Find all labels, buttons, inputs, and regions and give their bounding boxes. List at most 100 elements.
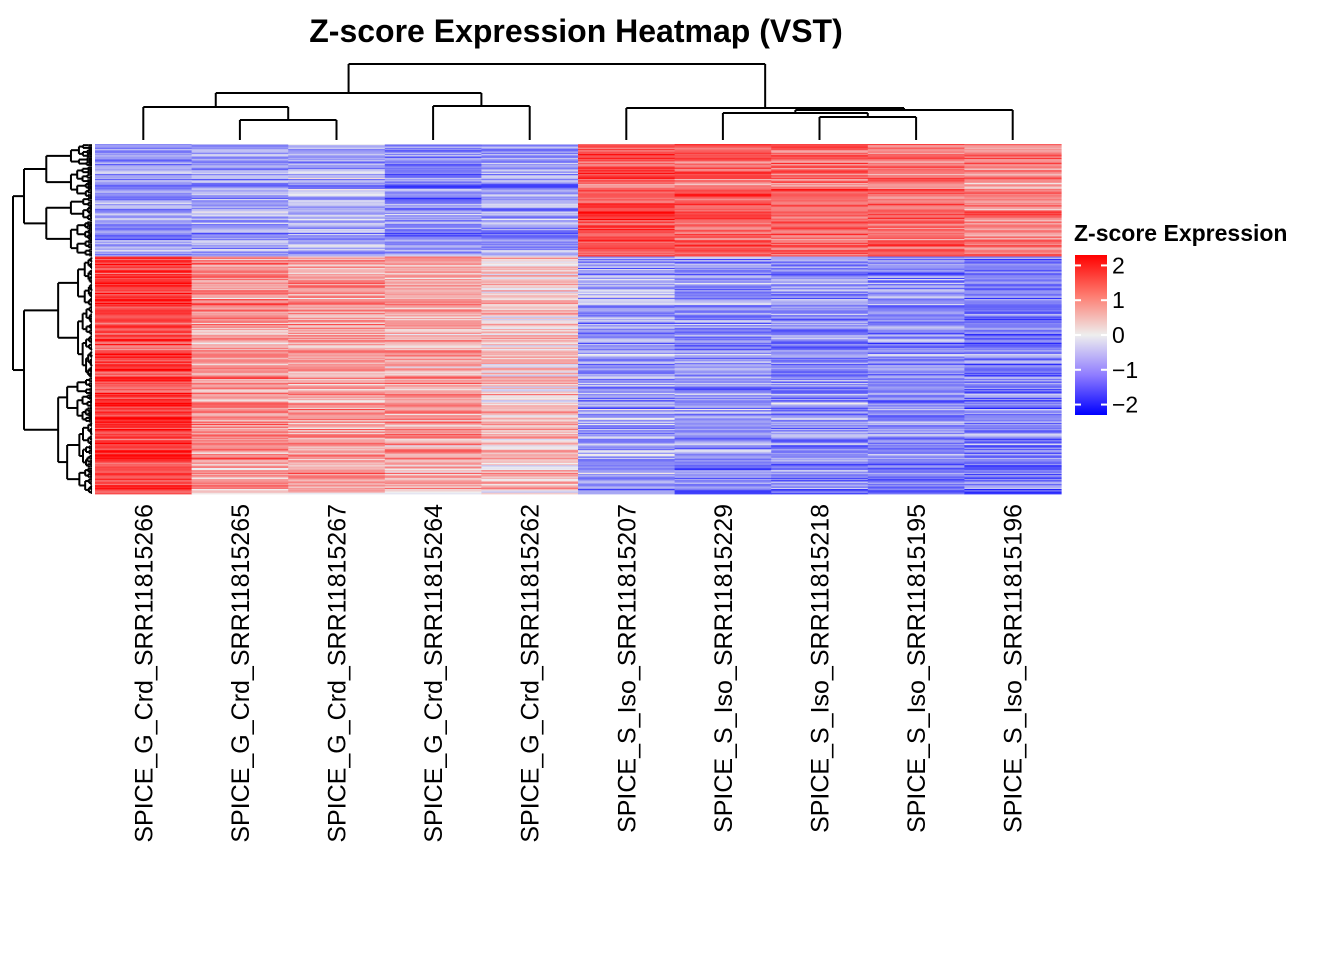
- heatmap-cell: [771, 342, 869, 345]
- heatmap-grid: [95, 144, 1062, 495]
- heatmap-cell: [288, 430, 386, 432]
- heatmap-cell: [964, 211, 1062, 214]
- heatmap-cell: [481, 217, 579, 220]
- heatmap-cell: [384, 405, 482, 407]
- heatmap-cell: [674, 199, 772, 201]
- heatmap-cell: [867, 446, 965, 449]
- heatmap-cell: [674, 209, 772, 211]
- heatmap-cell: [191, 457, 289, 460]
- heatmap-cell: [674, 287, 772, 290]
- heatmap-cell: [95, 177, 193, 180]
- heatmap-cell: [578, 175, 676, 177]
- heatmap-cell: [578, 404, 676, 406]
- heatmap-cell: [964, 250, 1062, 252]
- heatmap-cell: [867, 310, 965, 312]
- heatmap-cell: [95, 292, 193, 295]
- heatmap-cell: [481, 346, 579, 349]
- heatmap-cell: [674, 489, 772, 491]
- heatmap-cell: [95, 467, 193, 470]
- heatmap-cell: [964, 190, 1062, 192]
- heatmap-cell: [771, 275, 869, 277]
- heatmap-cell: [191, 165, 289, 167]
- heatmap-cell: [481, 216, 579, 219]
- heatmap-cell: [481, 341, 579, 344]
- heatmap-cell: [481, 290, 579, 292]
- heatmap-cell: [867, 409, 965, 411]
- heatmap-cell: [95, 190, 193, 192]
- heatmap-cell: [384, 225, 482, 227]
- heatmap-cell: [867, 235, 965, 237]
- heatmap-cell: [191, 424, 289, 426]
- heatmap-cell: [867, 294, 965, 296]
- heatmap-cell: [288, 181, 386, 184]
- heatmap-cell: [964, 239, 1062, 241]
- heatmap-cell: [674, 415, 772, 417]
- heatmap-cell: [578, 247, 676, 250]
- heatmap-cell: [964, 329, 1062, 331]
- heatmap-cell: [674, 436, 772, 439]
- heatmap-cell: [288, 261, 386, 264]
- heatmap-cell: [288, 205, 386, 207]
- heatmap-cell: [288, 465, 386, 467]
- heatmap-cell: [384, 440, 482, 442]
- heatmap-cell: [674, 177, 772, 180]
- heatmap-cell: [578, 416, 676, 419]
- heatmap-cell: [384, 386, 482, 389]
- heatmap-cell: [867, 216, 965, 219]
- heatmap-cell: [867, 422, 965, 425]
- column-label: SPICE_S_Iso_SRR11815229: [710, 504, 738, 833]
- heatmap-cell: [191, 146, 289, 149]
- heatmap-cell: [867, 471, 965, 474]
- heatmap-cell: [384, 146, 482, 149]
- heatmap-cell: [867, 380, 965, 382]
- heatmap-cell: [867, 321, 965, 324]
- heatmap-cell: [964, 412, 1062, 415]
- heatmap-cell: [578, 409, 676, 411]
- heatmap-cell: [674, 249, 772, 251]
- heatmap-cell: [95, 167, 193, 170]
- heatmap-cell: [384, 302, 482, 305]
- heatmap-cell: [578, 267, 676, 270]
- heatmap-cell: [481, 229, 579, 231]
- heatmap-cell: [95, 456, 193, 459]
- heatmap-cell: [771, 466, 869, 469]
- heatmap-cell: [771, 175, 869, 177]
- heatmap-cell: [674, 481, 772, 484]
- heatmap-cell: [95, 339, 193, 341]
- heatmap-cell: [191, 479, 289, 481]
- heatmap-cell: [964, 340, 1062, 342]
- heatmap-cell: [191, 344, 289, 346]
- heatmap-cell: [95, 197, 193, 200]
- heatmap-cell: [191, 456, 289, 459]
- heatmap-cell: [288, 467, 386, 470]
- heatmap-cell: [964, 220, 1062, 222]
- heatmap-cell: [384, 442, 482, 445]
- heatmap-cell: [191, 482, 289, 485]
- heatmap-cell: [481, 446, 579, 449]
- heatmap-cell: [384, 486, 482, 489]
- heatmap-cell: [384, 185, 482, 187]
- heatmap-cell: [191, 431, 289, 434]
- heatmap-cell: [867, 200, 965, 202]
- heatmap-cell: [481, 370, 579, 372]
- heatmap-cell: [288, 242, 386, 245]
- heatmap-cell: [288, 155, 386, 157]
- heatmap-cell: [771, 260, 869, 262]
- heatmap-cell: [771, 235, 869, 237]
- heatmap-cell: [867, 199, 965, 201]
- heatmap-cell: [578, 410, 676, 412]
- heatmap-cell: [384, 316, 482, 319]
- heatmap-cell: [288, 255, 386, 257]
- heatmap-cell: [95, 185, 193, 187]
- heatmap-cell: [191, 341, 289, 344]
- heatmap-cell: [578, 486, 676, 489]
- heatmap-cell: [867, 225, 965, 227]
- heatmap-cell: [384, 180, 482, 182]
- heatmap-cell: [964, 365, 1062, 367]
- heatmap-cell: [288, 265, 386, 267]
- heatmap-cell: [95, 380, 193, 382]
- heatmap-cell: [867, 441, 965, 444]
- heatmap-cell: [578, 211, 676, 214]
- heatmap-cell: [964, 471, 1062, 474]
- heatmap-cell: [867, 332, 965, 335]
